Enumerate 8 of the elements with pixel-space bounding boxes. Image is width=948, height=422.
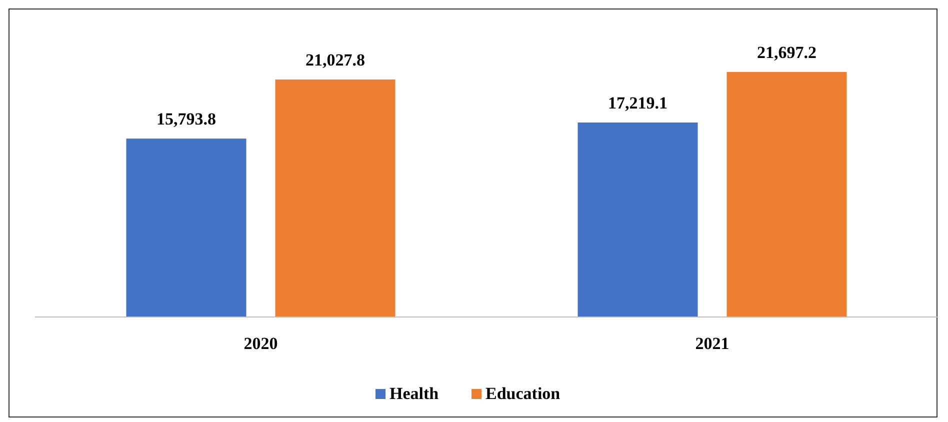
x-tick-label: 2020 xyxy=(244,334,278,353)
legend-label: Education xyxy=(486,384,561,403)
data-label: 15,793.8 xyxy=(156,110,216,129)
x-tick-label: 2021 xyxy=(695,334,730,353)
data-label: 17,219.1 xyxy=(608,94,668,112)
legend-label: Health xyxy=(390,384,440,403)
data-label: 21,027.8 xyxy=(306,50,365,70)
data-label: 21,697.2 xyxy=(757,42,816,62)
